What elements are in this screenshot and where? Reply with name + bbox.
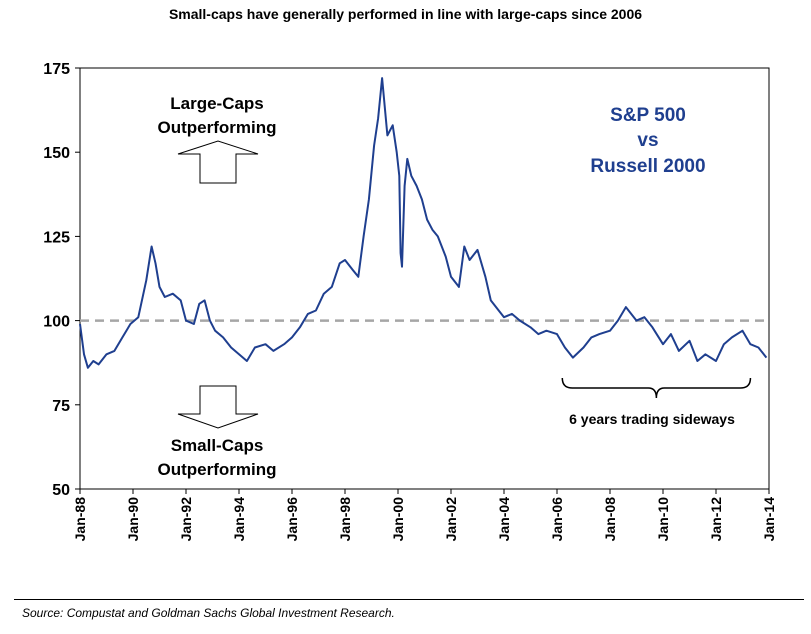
y-tick-label: 75 xyxy=(52,398,70,415)
legend-line-2: vs xyxy=(637,130,658,151)
y-tick-label: 175 xyxy=(43,61,70,78)
large-caps-label: Large-Caps xyxy=(170,94,264,113)
small-caps-label: Small-Caps xyxy=(171,436,264,455)
up-arrow-icon xyxy=(177,140,259,184)
x-tick-label: Jan-14 xyxy=(761,497,777,542)
x-axis: Jan-88 Jan-90 Jan-92 Jan-94 Jan-96 Jan-98 Jan-… xyxy=(72,489,777,541)
legend-line-3: Russell 2000 xyxy=(590,156,705,177)
x-tick-label: Jan-12 xyxy=(708,497,724,542)
x-tick-label: Jan-92 xyxy=(178,497,194,542)
x-tick-label: Jan-90 xyxy=(125,497,141,542)
x-tick-label: Jan-00 xyxy=(390,497,406,542)
y-axis: 50 75 100 125 150 175 xyxy=(43,61,80,499)
x-tick-label: Jan-04 xyxy=(496,497,512,542)
source-note: Source: Compustat and Goldman Sachs Glob… xyxy=(22,606,395,620)
down-arrow-icon xyxy=(177,385,259,429)
x-tick-label: Jan-88 xyxy=(72,497,88,542)
y-tick-label: 150 xyxy=(43,145,70,162)
sideways-brace xyxy=(561,377,752,399)
x-tick-label: Jan-08 xyxy=(602,497,618,542)
sideways-note: 6 years trading sideways xyxy=(569,411,735,427)
chart-area: 50 75 100 125 150 175 Jan-88 Jan-90 Jan-92 Jan-9… xyxy=(43,61,777,541)
x-tick-label: Jan-06 xyxy=(549,497,565,542)
large-caps-label-2: Outperforming xyxy=(158,118,277,137)
small-caps-label-2: Outperforming xyxy=(158,460,277,479)
x-tick-label: Jan-02 xyxy=(443,497,459,542)
chart-title: Small-caps have generally performed in l… xyxy=(168,6,643,22)
y-tick-label: 100 xyxy=(43,314,70,331)
x-tick-label: Jan-96 xyxy=(284,497,300,542)
x-tick-label: Jan-10 xyxy=(655,497,671,542)
x-tick-label: Jan-98 xyxy=(337,497,353,542)
plot-frame xyxy=(79,67,770,490)
x-tick-label: Jan-94 xyxy=(231,497,247,542)
y-tick-label: 125 xyxy=(43,229,70,246)
y-tick-label: 50 xyxy=(52,482,70,499)
series-line xyxy=(79,77,768,369)
source-divider xyxy=(14,599,804,600)
legend-line-1: S&P 500 xyxy=(610,105,686,126)
